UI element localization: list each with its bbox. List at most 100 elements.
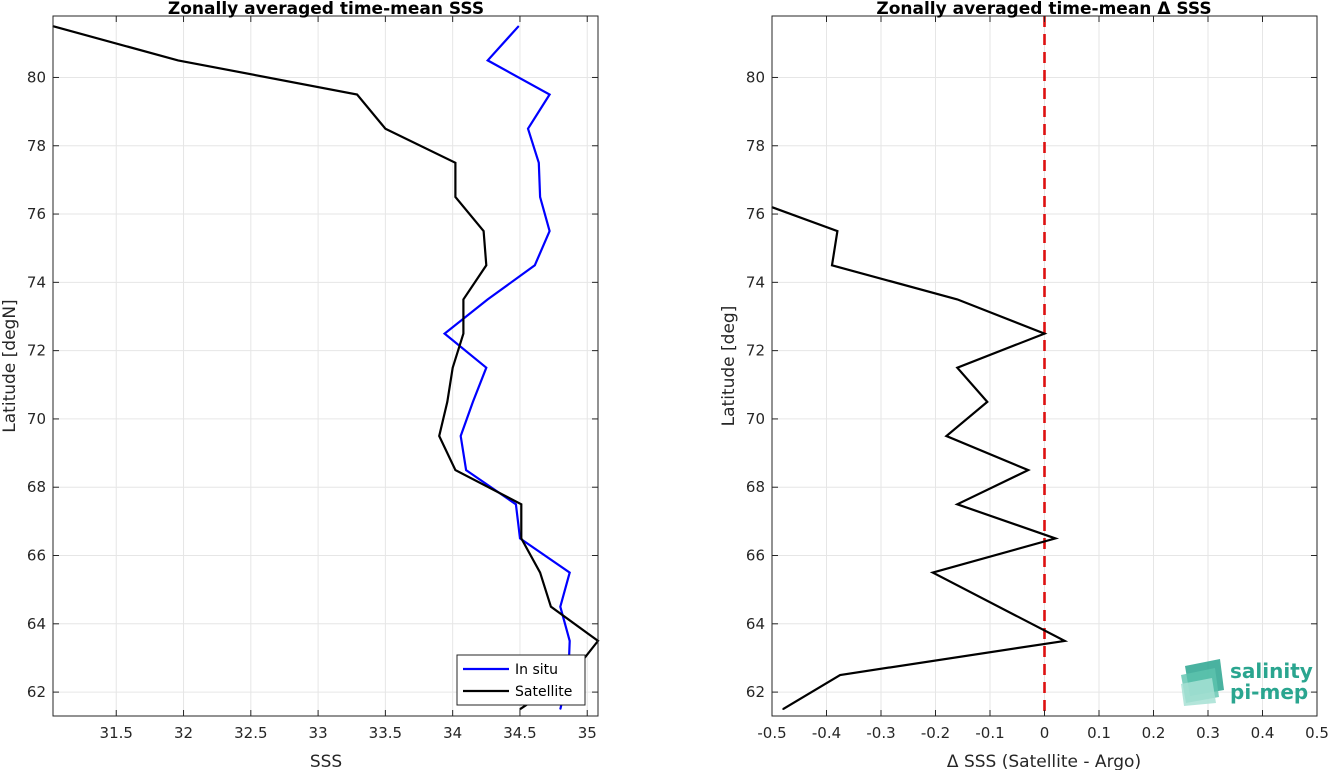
- delta-y-tick-label: 74: [746, 273, 765, 291]
- series-line-satellite: [52, 25, 600, 711]
- logo-line-2: pi-mep: [1230, 680, 1308, 704]
- sss-chart-title: Zonally averaged time-mean SSS: [168, 0, 484, 19]
- sss-x-tick-label: 34.5: [503, 724, 536, 742]
- data-point-satellite: [356, 93, 358, 96]
- logo-mark-icon: [1181, 659, 1224, 706]
- sss-y-tick-label: 78: [27, 137, 46, 155]
- delta-x-tick-label: -0.4: [812, 724, 841, 742]
- sss-y-axis-label: Latitude [degN]: [0, 299, 20, 432]
- data-point-in-situ: [518, 25, 520, 27]
- data-point-delta-sss: [1064, 640, 1066, 642]
- sss-x-axis-label: SSS: [310, 752, 342, 770]
- data-point-delta-sss: [945, 435, 948, 437]
- delta-x-tick-label: 0.5: [1305, 724, 1329, 742]
- sss-y-tick-label: 62: [27, 683, 46, 701]
- data-point-delta-sss: [1027, 469, 1029, 471]
- sss-y-tick-label: 64: [27, 615, 46, 633]
- delta-y-tick-label: 72: [746, 342, 765, 360]
- delta-y-tick-label: 68: [746, 478, 765, 496]
- data-point-satellite: [462, 298, 464, 300]
- data-point-delta-sss: [956, 367, 958, 369]
- delta-series-lines: [771, 16, 1069, 716]
- sss-y-tick-label: 70: [27, 410, 46, 428]
- delta-x-tick-label: -0.1: [975, 724, 1004, 742]
- sss-x-tick-label: 33.5: [369, 724, 402, 742]
- sss-series-lines: [52, 25, 600, 711]
- delta-x-axis-label: Δ SSS (Satellite - Argo): [947, 752, 1141, 770]
- data-point-satellite: [520, 503, 522, 505]
- data-point-delta-sss: [956, 298, 958, 300]
- data-point-satellite: [519, 708, 521, 710]
- data-point-in-situ: [559, 708, 561, 710]
- data-point-in-situ: [527, 128, 529, 130]
- delta-y-tick-label: 80: [746, 68, 765, 86]
- delta-x-tick-label: 0.1: [1087, 724, 1111, 742]
- sss-y-tick-label: 74: [27, 273, 46, 291]
- data-point-in-situ: [485, 367, 487, 369]
- data-point-satellite: [454, 196, 456, 198]
- delta-y-tick-label: 76: [746, 205, 765, 223]
- data-point-satellite: [446, 401, 448, 403]
- data-point-in-situ: [487, 59, 489, 62]
- data-point-satellite: [177, 59, 179, 62]
- data-point-in-situ: [569, 572, 571, 574]
- data-point-in-situ: [534, 264, 536, 266]
- data-point-delta-sss: [839, 674, 841, 676]
- delta-sss-chart: -0.5 -0.4 -0.3 -0.2 -0.1 0 0.1 0.2 0.3 0.4 0.5 62 64…: [719, 0, 1329, 770]
- sss-x-tick-label: 33: [309, 724, 328, 742]
- data-point-in-situ: [539, 196, 541, 198]
- sss-y-tick-label: 68: [27, 478, 46, 496]
- sss-x-tick-label: 32.5: [234, 724, 267, 742]
- delta-y-tick-label: 66: [746, 547, 765, 565]
- data-point-satellite: [520, 537, 522, 540]
- sss-grid: [53, 16, 598, 716]
- delta-x-tick-label: 0: [1040, 724, 1050, 742]
- delta-ticks: -0.5 -0.4 -0.3 -0.2 -0.1 0 0.1 0.2 0.3 0.4 0.5 62 64…: [746, 16, 1329, 742]
- data-point-delta-sss: [956, 503, 958, 505]
- legend-box: [456, 654, 586, 706]
- data-point-satellite: [485, 264, 487, 266]
- data-point-in-situ: [549, 93, 551, 96]
- sss-y-tick-label: 72: [27, 342, 46, 360]
- salinity-pi-mep-logo: salinity pi-mep: [1181, 659, 1313, 706]
- data-point-in-situ: [515, 503, 517, 505]
- data-point-satellite: [438, 435, 440, 437]
- data-point-delta-sss: [986, 401, 988, 403]
- sss-x-tick-label: 35: [578, 724, 597, 742]
- data-point-in-situ: [472, 401, 474, 403]
- delta-x-tick-label: 0.4: [1251, 724, 1275, 742]
- sss-x-tick-label: 31.5: [100, 724, 133, 742]
- data-point-satellite: [539, 572, 541, 574]
- data-point-delta-sss: [831, 264, 833, 266]
- delta-x-tick-label: 0.3: [1196, 724, 1220, 742]
- logo-line-1: salinity: [1230, 659, 1313, 683]
- data-point-satellite: [454, 469, 456, 471]
- data-point-in-situ: [465, 469, 467, 471]
- data-point-satellite: [462, 333, 464, 335]
- delta-chart-title: Zonally averaged time-mean Δ SSS: [876, 0, 1211, 19]
- data-point-in-situ: [444, 333, 446, 335]
- delta-x-tick-label: -0.3: [866, 724, 895, 742]
- sss-x-tick-label: 32: [174, 724, 193, 742]
- sss-plot-frame: [52, 15, 599, 717]
- legend-label-in-situ: In situ: [515, 662, 558, 678]
- delta-y-tick-label: 62: [746, 683, 765, 701]
- data-point-in-situ: [538, 162, 540, 164]
- data-point-satellite: [384, 128, 386, 130]
- delta-x-tick-label: 0.2: [1142, 724, 1166, 742]
- data-point-satellite: [452, 367, 454, 369]
- data-point-in-situ: [549, 230, 551, 232]
- data-point-in-situ: [487, 298, 489, 300]
- sss-y-tick-label: 76: [27, 205, 46, 223]
- sss-y-tick-label: 66: [27, 547, 46, 565]
- data-point-delta-sss: [1043, 333, 1046, 335]
- data-point-satellite: [454, 162, 456, 164]
- delta-y-axis-label: Latitude [deg]: [719, 306, 739, 427]
- data-point-delta-sss: [782, 708, 784, 710]
- data-point-in-situ: [559, 606, 561, 608]
- data-point-satellite: [483, 230, 485, 232]
- sss-y-tick-label: 80: [27, 68, 46, 86]
- legend-label-satellite: Satellite: [515, 684, 572, 700]
- data-point-in-situ: [460, 435, 462, 437]
